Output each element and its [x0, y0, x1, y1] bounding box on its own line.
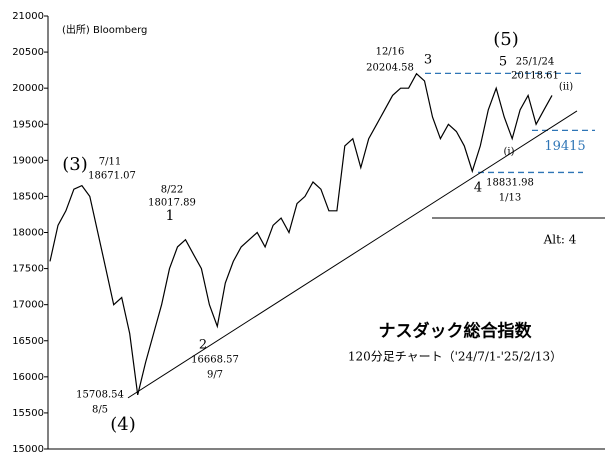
annotation: 16668.57 — [191, 355, 239, 366]
annotation: 12/16 — [376, 47, 405, 58]
y-tick-label: 17000 — [12, 300, 44, 311]
y-tick-label: 20000 — [12, 83, 44, 94]
annotation: (3) — [62, 154, 88, 175]
y-tick-label: 16500 — [12, 336, 44, 347]
annotation: 3 — [424, 53, 432, 68]
annotation: 8/22 — [161, 185, 183, 196]
annotation: (i) — [503, 147, 514, 158]
chart-subtitle: 120分足チャート（'24/7/1-'25/2/13） — [348, 350, 562, 364]
trend-line — [127, 110, 578, 399]
reference-label: 19415 — [544, 139, 585, 154]
annotation: (ii) — [559, 82, 573, 93]
annotation: (5) — [493, 29, 519, 50]
y-tick-label: 19000 — [12, 155, 44, 166]
annotation: 2 — [199, 338, 207, 353]
y-tick-label: 21000 — [12, 11, 44, 22]
annotation: 18831.98 — [486, 178, 534, 189]
price-line — [49, 72, 553, 396]
chart-title: ナスダック総合指数 — [379, 321, 533, 342]
y-tick-label: 19500 — [12, 119, 44, 130]
annotation: 1/13 — [499, 193, 521, 204]
annotation: 25/1/24 — [516, 57, 555, 68]
annotation: 18017.89 — [148, 198, 196, 209]
y-tick-label: 16000 — [12, 372, 44, 383]
annotation: 8/5 — [92, 405, 108, 416]
y-tick-label: 15500 — [12, 408, 44, 419]
annotation: Alt: 4 — [543, 233, 577, 247]
y-tick-label: 17500 — [12, 264, 44, 275]
y-tick-label: 20500 — [12, 47, 44, 58]
source: (出所) Bloomberg — [62, 23, 147, 36]
annotation: 5 — [499, 55, 507, 70]
y-tick-label: 18000 — [12, 228, 44, 239]
annotation: 15708.54 — [76, 390, 124, 401]
annotation: 20204.58 — [366, 63, 414, 74]
annotation: 7/11 — [99, 157, 121, 168]
y-tick-label: 15000 — [12, 444, 44, 455]
annotation: 1 — [166, 208, 175, 224]
annotation: (4) — [110, 414, 136, 435]
annotation: 9/7 — [207, 370, 223, 381]
y-tick-label: 18500 — [12, 191, 44, 202]
annotation: 20118.61 — [511, 71, 559, 82]
annotation: 18671.07 — [88, 171, 136, 182]
annotation: 4 — [474, 181, 482, 196]
